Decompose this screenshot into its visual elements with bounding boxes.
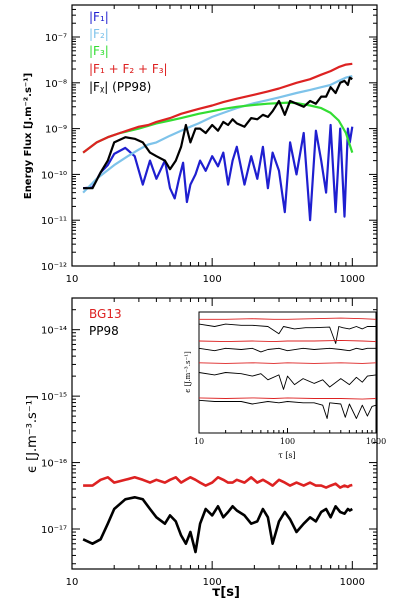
- y-tick-label: 10⁻¹⁴: [41, 326, 67, 337]
- legend-entry-bg13: BG13: [89, 307, 122, 321]
- legend-entry-f2: |F₂|: [89, 27, 109, 41]
- series-line-f: [83, 123, 354, 222]
- top-ticks: 10 100 1000 10⁻¹² 10⁻¹¹ 10⁻¹⁰ 10⁻⁹ 10⁻⁸ 10⁻⁷: [41, 4, 377, 285]
- x-tick-label: 100: [280, 437, 295, 446]
- series-line-f-f-f: [82, 62, 353, 154]
- legend-entry-sum: |F₁ + F₂ + F₃|: [89, 62, 168, 76]
- legend-entry-pp98: |Fᵪ| (PP98): [89, 80, 151, 94]
- series-line-f: [82, 101, 354, 154]
- x-tick-label: 10: [66, 577, 79, 588]
- y-tick-label: 10⁻¹⁷: [41, 525, 67, 536]
- series-line-6: [198, 397, 377, 400]
- bottom-series-lines: [82, 476, 353, 554]
- series-line-1: [198, 323, 376, 344]
- top-legend: |F₁| |F₂| |F₃| |F₁ + F₂ + F₃| |Fᵪ| (PP98…: [89, 10, 168, 94]
- y-tick-label: 10⁻⁸: [45, 79, 67, 90]
- x-tick-label: 1000: [366, 437, 386, 446]
- y-tick-label: 10⁻¹⁵: [41, 392, 67, 403]
- legend-entry-pp98-eps: PP98: [89, 324, 119, 338]
- series-line-bg13: [83, 476, 353, 489]
- inset-x-axis-label: τ [s]: [278, 451, 295, 460]
- legend-entry-f3: |F₃|: [89, 44, 109, 58]
- inset-plot: 10 100 1000 ϵ [J.m⁻³.s⁻¹] τ [s]: [184, 311, 386, 460]
- series-line-f-pp98: [83, 76, 353, 190]
- inset-series-lines: [198, 317, 377, 419]
- legend-entry-f1: |F₁|: [89, 10, 109, 24]
- x-tick-label: 10: [66, 274, 79, 285]
- inset-y-axis-label: ϵ [J.m⁻³.s⁻¹]: [184, 351, 192, 393]
- y-tick-label: 10⁻⁹: [45, 125, 67, 136]
- series-line-4: [198, 362, 377, 364]
- bottom-legend: BG13 PP98: [89, 307, 122, 338]
- bottom-x-axis-label: τ[s]: [212, 585, 240, 600]
- x-tick-label: 100: [203, 577, 222, 588]
- series-line-7: [198, 399, 377, 419]
- x-tick-label: 10: [194, 437, 204, 446]
- y-tick-label: 10⁻⁷: [45, 33, 67, 44]
- series-line-3: [198, 347, 376, 353]
- y-tick-label: 10⁻¹⁰: [41, 170, 67, 181]
- x-tick-label: 1000: [340, 577, 365, 588]
- bottom-plot-frame: [71, 297, 378, 570]
- series-line-f: [82, 75, 353, 194]
- top-y-axis-label: Energy Flux [J.m⁻².s⁻¹]: [23, 73, 34, 199]
- top-panel: 10 100 1000 10⁻¹² 10⁻¹¹ 10⁻¹⁰ 10⁻⁹ 10⁻⁸ 10⁻⁷ Ene…: [23, 4, 378, 285]
- y-tick-label: 10⁻¹⁶: [41, 459, 67, 470]
- series-line-2: [198, 339, 377, 343]
- series-line-pp98: [82, 496, 353, 554]
- top-series-lines: [82, 62, 354, 222]
- inset-ticks: 10 100 1000: [194, 428, 386, 446]
- series-line-5: [198, 372, 377, 390]
- x-tick-label: 1000: [340, 274, 365, 285]
- series-line-0: [199, 317, 377, 320]
- x-tick-label: 100: [203, 274, 222, 285]
- y-tick-label: 10⁻¹¹: [41, 216, 67, 227]
- bottom-panel: 10 100 1000 10⁻¹⁷ 10⁻¹⁶ 10⁻¹⁵ 10⁻¹⁴ ϵ [J.m⁻³.s…: [25, 297, 386, 600]
- bottom-y-axis-label: ϵ [J.m⁻³.s⁻¹]: [25, 395, 40, 473]
- y-tick-label: 10⁻¹²: [41, 262, 67, 273]
